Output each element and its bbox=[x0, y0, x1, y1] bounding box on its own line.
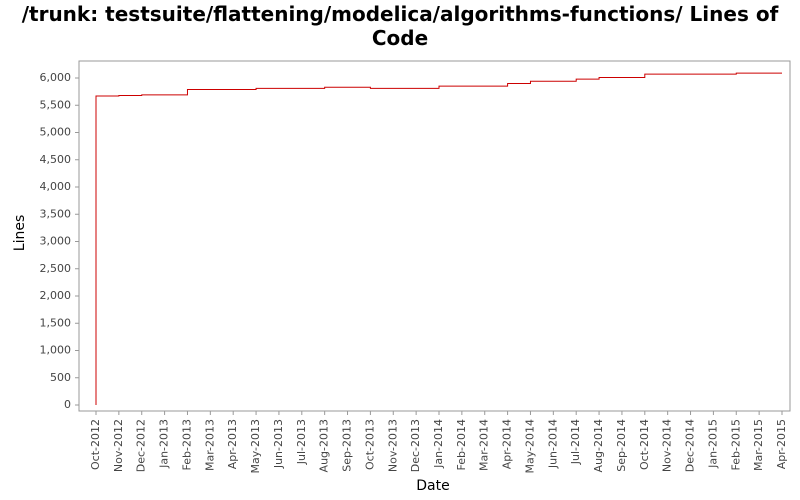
y-tick-label: 5,000 bbox=[40, 126, 72, 139]
x-axis-label: Date bbox=[416, 478, 449, 494]
x-tick-label: Dec-2014 bbox=[684, 419, 697, 472]
y-tick-label: 4,500 bbox=[40, 153, 72, 166]
x-tick-label: Jul-2014 bbox=[569, 419, 582, 465]
y-tick-label: 500 bbox=[50, 371, 71, 384]
x-tick-label: Nov-2012 bbox=[112, 419, 125, 472]
x-tick-label: May-2014 bbox=[523, 419, 536, 474]
x-tick-label: Feb-2015 bbox=[729, 419, 742, 470]
x-tick-label: Feb-2014 bbox=[455, 419, 468, 470]
x-tick-label: Mar-2013 bbox=[203, 419, 216, 471]
x-tick-label: Dec-2013 bbox=[409, 419, 422, 472]
x-tick-label: May-2013 bbox=[249, 419, 262, 474]
y-tick-label: 2,000 bbox=[40, 289, 72, 302]
y-tick-label: 0 bbox=[64, 398, 71, 411]
x-tick-label: Sep-2014 bbox=[615, 419, 628, 472]
x-tick-label: Apr-2013 bbox=[226, 419, 239, 469]
x-tick-label: Sep-2013 bbox=[341, 419, 354, 472]
x-tick-label: Jan-2015 bbox=[706, 419, 719, 469]
x-tick-label: Oct-2012 bbox=[89, 419, 102, 470]
plot-area bbox=[78, 60, 791, 412]
x-tick-label: Oct-2014 bbox=[638, 419, 651, 470]
y-tick-label: 3,000 bbox=[40, 235, 72, 248]
x-tick-label: Mar-2014 bbox=[478, 419, 491, 471]
x-tick-label: Jan-2013 bbox=[158, 419, 171, 469]
y-tick-label: 3,500 bbox=[40, 207, 72, 220]
y-tick-label: 5,500 bbox=[40, 98, 72, 111]
chart-title: /trunk: testsuite/flattening/modelica/al… bbox=[21, 2, 779, 50]
x-tick-label: Aug-2014 bbox=[592, 419, 605, 472]
x-tick-label: Jan-2014 bbox=[432, 419, 445, 469]
x-tick-label: Jun-2014 bbox=[546, 419, 559, 469]
line-series bbox=[95, 72, 782, 405]
x-tick-label: Feb-2013 bbox=[180, 419, 193, 470]
y-tick-label: 6,000 bbox=[40, 71, 72, 84]
y-tick-label: 1,000 bbox=[40, 344, 72, 357]
y-tick-label: 2,500 bbox=[40, 262, 72, 275]
x-tick-label: Apr-2015 bbox=[775, 419, 788, 469]
y-axis-label: Lines bbox=[12, 215, 28, 251]
x-tick-label: Dec-2012 bbox=[135, 419, 148, 472]
x-tick-label: Oct-2013 bbox=[363, 419, 376, 470]
x-tick-label: Jul-2013 bbox=[295, 419, 308, 465]
x-tick-label: Apr-2014 bbox=[501, 419, 514, 469]
x-tick-label: Nov-2013 bbox=[386, 419, 399, 472]
x-tick-label: Nov-2014 bbox=[661, 419, 674, 472]
x-tick-label: Mar-2015 bbox=[752, 419, 765, 471]
y-tick-label: 1,500 bbox=[40, 316, 72, 329]
x-tick-label: Jun-2013 bbox=[272, 419, 285, 469]
y-tick-label: 4,000 bbox=[40, 180, 72, 193]
x-tick-label: Aug-2013 bbox=[318, 419, 331, 472]
